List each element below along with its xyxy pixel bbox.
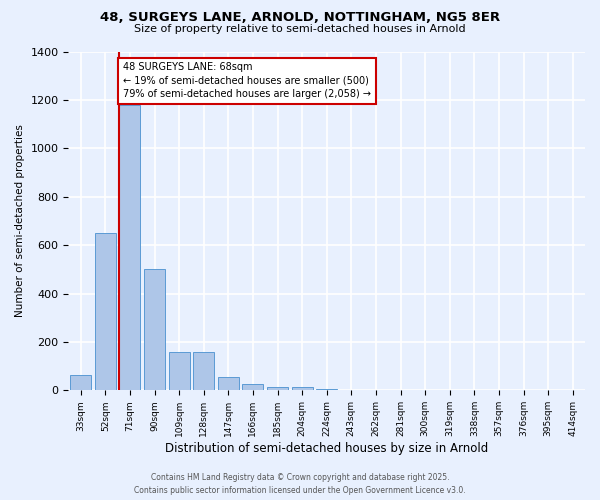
Y-axis label: Number of semi-detached properties: Number of semi-detached properties (15, 124, 25, 318)
Text: Contains HM Land Registry data © Crown copyright and database right 2025.
Contai: Contains HM Land Registry data © Crown c… (134, 474, 466, 495)
Bar (267, 386, 288, 390)
Bar (218, 377, 239, 390)
Bar (292, 386, 313, 390)
Text: Size of property relative to semi-detached houses in Arnold: Size of property relative to semi-detach… (134, 24, 466, 34)
Bar (144, 270, 165, 390)
Text: 48, SURGEYS LANE, ARNOLD, NOTTINGHAM, NG5 8ER: 48, SURGEYS LANE, ARNOLD, NOTTINGHAM, NG… (100, 11, 500, 24)
Bar (95, 233, 116, 390)
X-axis label: Distribution of semi-detached houses by size in Arnold: Distribution of semi-detached houses by … (165, 442, 488, 455)
Text: 48 SURGEYS LANE: 68sqm
← 19% of semi-detached houses are smaller (500)
79% of se: 48 SURGEYS LANE: 68sqm ← 19% of semi-det… (123, 62, 371, 99)
Bar (169, 352, 190, 391)
Bar (242, 384, 263, 390)
Bar (70, 374, 91, 390)
Bar (316, 389, 337, 390)
Bar (193, 352, 214, 391)
Bar (119, 104, 140, 391)
